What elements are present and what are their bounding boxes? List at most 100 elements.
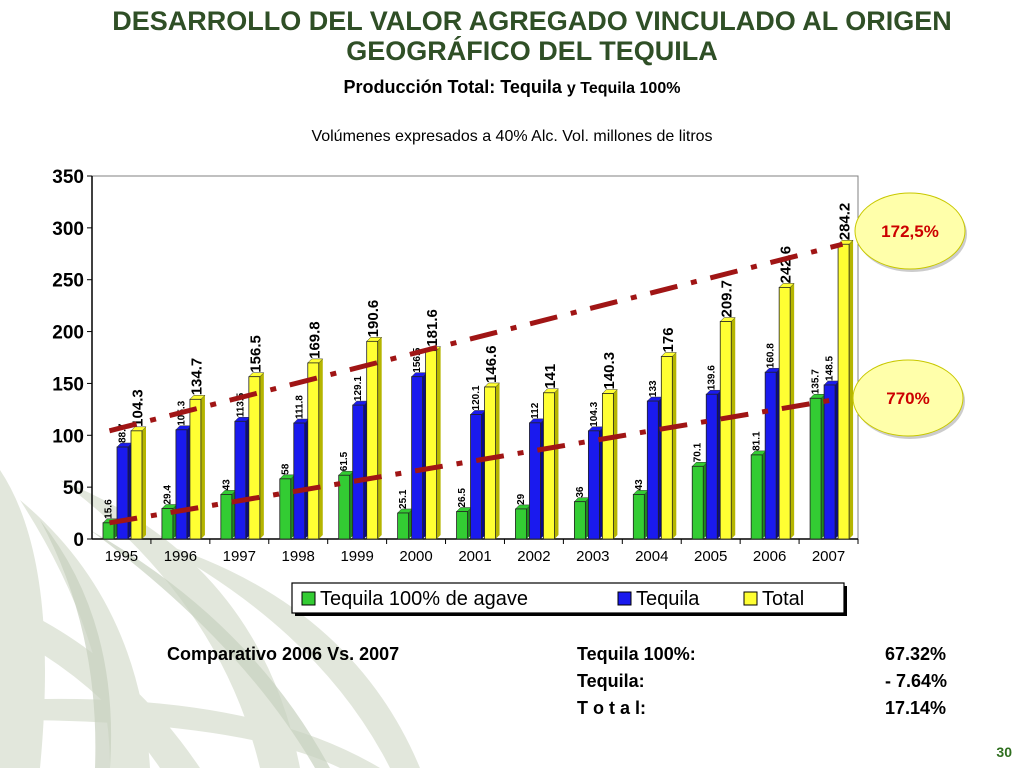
x-tick-label: 2000 — [399, 548, 432, 565]
bar-tequila — [529, 422, 541, 540]
bar-total — [248, 376, 261, 540]
bar-side — [142, 426, 146, 539]
bar-tequila-100-de-agave — [691, 465, 704, 540]
data-label: 148.5 — [825, 356, 836, 381]
chart-subtitle: Producción Total: Tequila y Tequila 100% — [0, 77, 1024, 98]
legend-swatch — [617, 591, 632, 606]
data-label: 29 — [516, 493, 527, 505]
data-label: 140.3 — [601, 352, 618, 390]
bar-total — [601, 393, 614, 540]
data-label: 113.5 — [235, 392, 246, 417]
data-label: 43 — [221, 479, 232, 491]
bar-tequila-100-de-agave — [161, 508, 174, 540]
y-tick-label: 50 — [63, 478, 84, 499]
bar-total — [366, 340, 379, 540]
legend-label: Tequila — [636, 588, 700, 610]
subtitle-small: y Tequila 100% — [566, 80, 681, 97]
page-number: 30 — [996, 744, 1012, 760]
bar-side — [672, 352, 677, 539]
bar-side — [790, 283, 795, 539]
data-label: 156.5 — [412, 347, 423, 372]
data-label: 104.3 — [589, 401, 600, 426]
data-label: 284.2 — [837, 203, 854, 241]
bar-tequila — [764, 371, 777, 540]
data-label: 43 — [634, 479, 645, 491]
x-tick-label: 1996 — [164, 548, 197, 565]
growth-callout — [854, 192, 966, 270]
bar-total — [543, 392, 555, 540]
bar-tequila — [116, 446, 129, 540]
data-label: 209.7 — [719, 280, 736, 318]
bar-total — [189, 398, 202, 540]
x-tick-label: 2004 — [635, 548, 668, 565]
comparison-heading: Comparativo 2006 Vs. 2007 — [167, 644, 400, 664]
data-label: 160.8 — [766, 343, 777, 368]
bar-tequila-100-de-agave — [456, 511, 468, 540]
bar-tequila-100-de-agave — [632, 494, 645, 540]
comparison-label-1: Tequila 100%: — [577, 644, 696, 664]
data-label: 134.7 — [188, 358, 205, 396]
bar-tequila-100-de-agave — [515, 508, 527, 540]
legend-swatch — [743, 591, 758, 606]
data-label: 146.6 — [483, 345, 500, 383]
bar-tequila-100-de-agave — [573, 501, 586, 540]
data-label: 242.6 — [778, 246, 795, 284]
comparison-value-1: 67.32% — [885, 644, 947, 664]
bar-tequila-100-de-agave — [220, 494, 233, 540]
bar-side — [495, 382, 500, 539]
y-tick-label: 300 — [52, 219, 84, 240]
bar-chart: 050100150200250300350199515.688.7104.319… — [52, 167, 967, 616]
bar-tequila — [823, 384, 836, 540]
x-tick-label: 1995 — [105, 548, 138, 565]
comparison-value-3: 17.14% — [885, 698, 947, 718]
bar-tequila — [175, 429, 188, 540]
y-tick-label: 250 — [52, 271, 84, 292]
units-note: Volúmenes expresados a 40% Alc. Vol. mil… — [311, 128, 713, 145]
bar-side — [731, 317, 736, 539]
x-tick-label: 2007 — [812, 548, 845, 565]
bar-side — [554, 388, 559, 539]
subtitle-main: Producción Total: Tequila — [343, 77, 562, 97]
bar-tequila — [587, 430, 600, 540]
data-label: 36 — [575, 486, 586, 498]
data-label: 190.6 — [365, 300, 382, 338]
legend-label: Tequila 100% de agave — [320, 588, 528, 610]
bar-tequila-100-de-agave — [338, 474, 351, 540]
x-tick-label: 2001 — [458, 548, 491, 565]
y-tick-label: 0 — [73, 530, 84, 551]
bar-tequila-100-de-agave — [279, 478, 292, 540]
comparison-label-2: Tequila: — [577, 671, 645, 691]
bar-side — [436, 346, 441, 539]
bar-side — [200, 395, 205, 539]
bar-tequila — [234, 420, 247, 540]
data-label: 25.1 — [398, 489, 409, 509]
x-tick-label: 2002 — [517, 548, 550, 565]
legend-label: Total — [762, 588, 804, 610]
bar-tequila — [293, 422, 306, 540]
data-label: 88.7 — [118, 423, 129, 443]
data-label: 139.6 — [707, 365, 718, 390]
bar-total — [484, 386, 496, 540]
x-tick-label: 1998 — [282, 548, 315, 565]
data-label: 141 — [542, 364, 559, 389]
data-label: 169.8 — [306, 321, 323, 359]
bar-side — [259, 372, 264, 539]
x-tick-label: 2005 — [694, 548, 727, 565]
growth-callout — [852, 359, 964, 437]
data-label: 58 — [280, 463, 291, 475]
bar-side — [377, 337, 382, 539]
data-label: 129.1 — [353, 376, 364, 401]
data-label: 26.5 — [457, 488, 468, 508]
data-label: 120.1 — [471, 385, 482, 410]
bar-tequila-100-de-agave — [102, 522, 115, 540]
bar-tequila — [705, 393, 718, 540]
bar-side — [613, 389, 618, 539]
data-label: 176 — [660, 327, 677, 352]
trend-line — [108, 241, 844, 434]
data-label: 133 — [648, 380, 659, 397]
bar-total — [307, 362, 320, 540]
bar-tequila — [470, 414, 482, 540]
bar-tequila — [352, 404, 365, 540]
bar-side — [318, 358, 323, 539]
